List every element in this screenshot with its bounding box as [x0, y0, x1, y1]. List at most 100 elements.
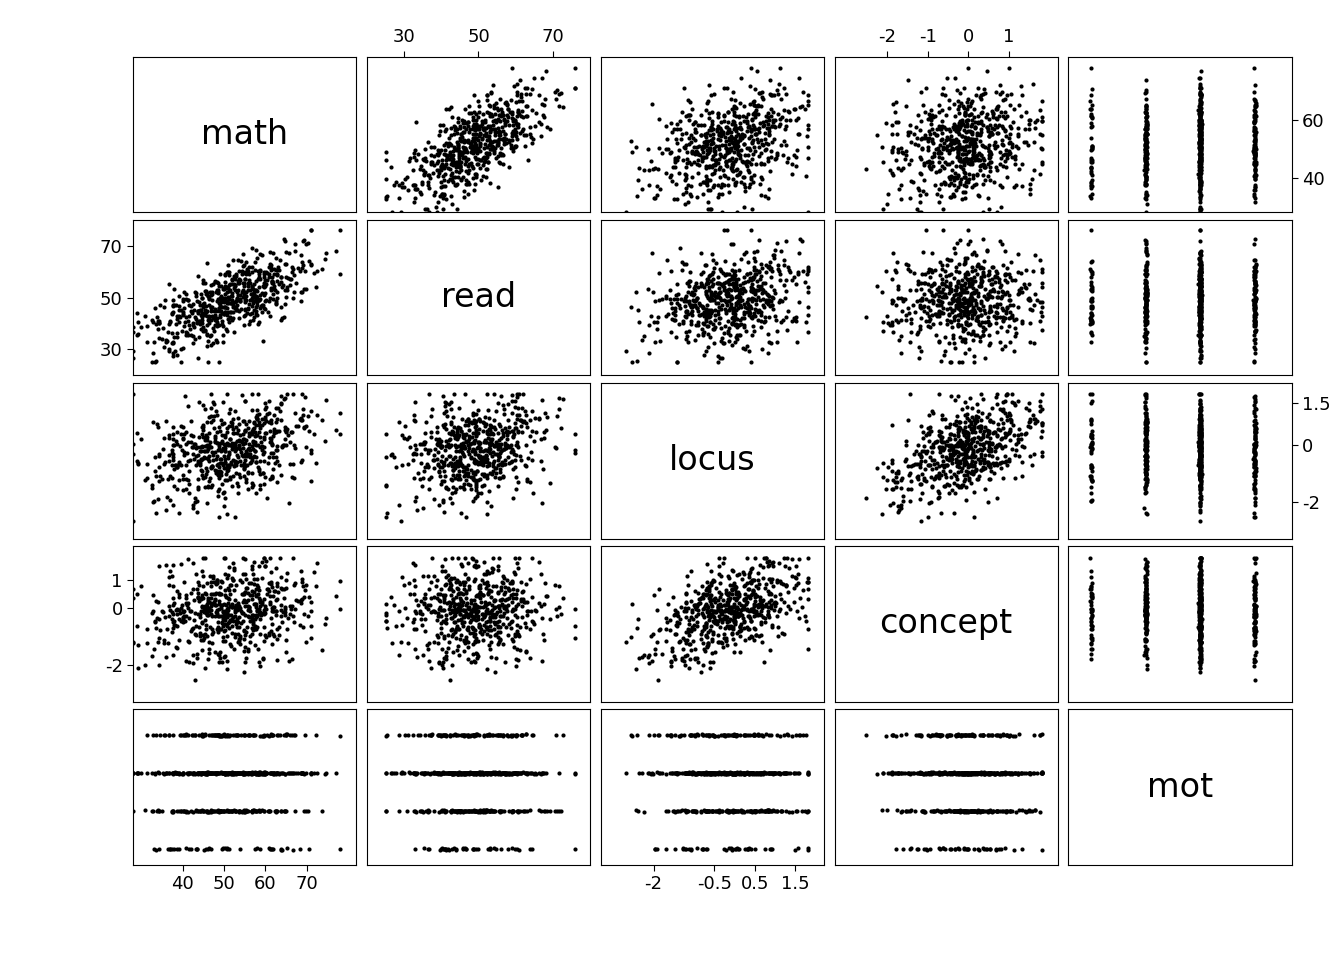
Point: [1245, 120, 1266, 135]
Point: [1024, 411, 1046, 426]
Point: [173, 603, 195, 618]
Point: [918, 262, 939, 277]
Point: [207, 619, 228, 635]
Point: [439, 401, 461, 417]
Point: [1134, 577, 1156, 592]
Point: [267, 728, 289, 743]
Point: [961, 135, 982, 151]
Point: [882, 482, 903, 497]
Point: [259, 434, 281, 449]
Point: [696, 602, 718, 617]
Point: [488, 395, 509, 410]
Point: [452, 429, 473, 444]
Point: [484, 122, 505, 137]
Point: [454, 727, 476, 742]
Point: [156, 765, 177, 780]
Point: [676, 156, 698, 171]
Point: [945, 169, 966, 184]
Point: [1189, 156, 1211, 172]
Point: [423, 804, 445, 819]
Point: [695, 615, 716, 631]
Point: [1245, 577, 1266, 592]
Point: [922, 135, 943, 151]
Point: [950, 727, 972, 742]
Point: [441, 611, 462, 626]
Point: [180, 434, 202, 449]
Point: [961, 766, 982, 781]
Point: [991, 320, 1012, 335]
Point: [684, 114, 706, 130]
Point: [1189, 131, 1211, 146]
Point: [464, 765, 485, 780]
Point: [1189, 425, 1211, 441]
Point: [1134, 561, 1156, 576]
Point: [855, 727, 876, 742]
Point: [726, 765, 747, 780]
Point: [218, 765, 239, 780]
Point: [191, 452, 212, 468]
Point: [743, 251, 765, 266]
Point: [1136, 458, 1157, 473]
Point: [992, 84, 1013, 100]
Point: [220, 457, 242, 472]
Point: [945, 728, 966, 743]
Point: [972, 803, 993, 818]
Point: [687, 146, 708, 161]
Point: [984, 134, 1005, 150]
Point: [948, 300, 969, 315]
Point: [950, 141, 972, 156]
Point: [965, 274, 986, 289]
Point: [672, 841, 694, 856]
Point: [496, 603, 517, 618]
Point: [200, 303, 222, 319]
Point: [698, 604, 719, 619]
Point: [970, 156, 992, 172]
Point: [996, 412, 1017, 427]
Point: [708, 765, 730, 780]
Point: [702, 765, 723, 780]
Point: [999, 765, 1020, 780]
Point: [181, 439, 203, 454]
Point: [220, 292, 242, 307]
Point: [642, 627, 664, 642]
Point: [962, 442, 984, 457]
Point: [204, 318, 226, 333]
Point: [699, 202, 720, 217]
Point: [746, 127, 767, 142]
Point: [1136, 439, 1157, 454]
Point: [999, 146, 1020, 161]
Point: [1189, 452, 1211, 468]
Point: [512, 591, 534, 607]
Point: [741, 280, 762, 296]
Point: [771, 109, 793, 125]
Point: [774, 765, 796, 780]
Point: [1189, 431, 1211, 446]
Point: [954, 471, 976, 487]
Point: [961, 436, 982, 451]
Point: [234, 301, 255, 317]
Point: [972, 260, 993, 276]
Point: [716, 803, 738, 818]
Point: [165, 437, 187, 452]
Point: [778, 264, 800, 279]
Point: [926, 141, 948, 156]
Point: [953, 157, 974, 173]
Point: [460, 765, 481, 780]
Point: [1134, 159, 1156, 175]
Point: [489, 632, 511, 647]
Point: [473, 609, 495, 624]
Point: [645, 842, 667, 857]
Point: [126, 765, 148, 780]
Point: [167, 618, 188, 634]
Point: [1189, 600, 1211, 615]
Point: [1189, 327, 1211, 343]
Point: [239, 765, 261, 780]
Point: [970, 121, 992, 136]
Point: [1136, 300, 1157, 315]
Point: [198, 765, 219, 780]
Point: [1189, 608, 1211, 623]
Point: [919, 420, 941, 435]
Point: [1245, 146, 1266, 161]
Point: [986, 266, 1008, 281]
Point: [913, 430, 934, 445]
